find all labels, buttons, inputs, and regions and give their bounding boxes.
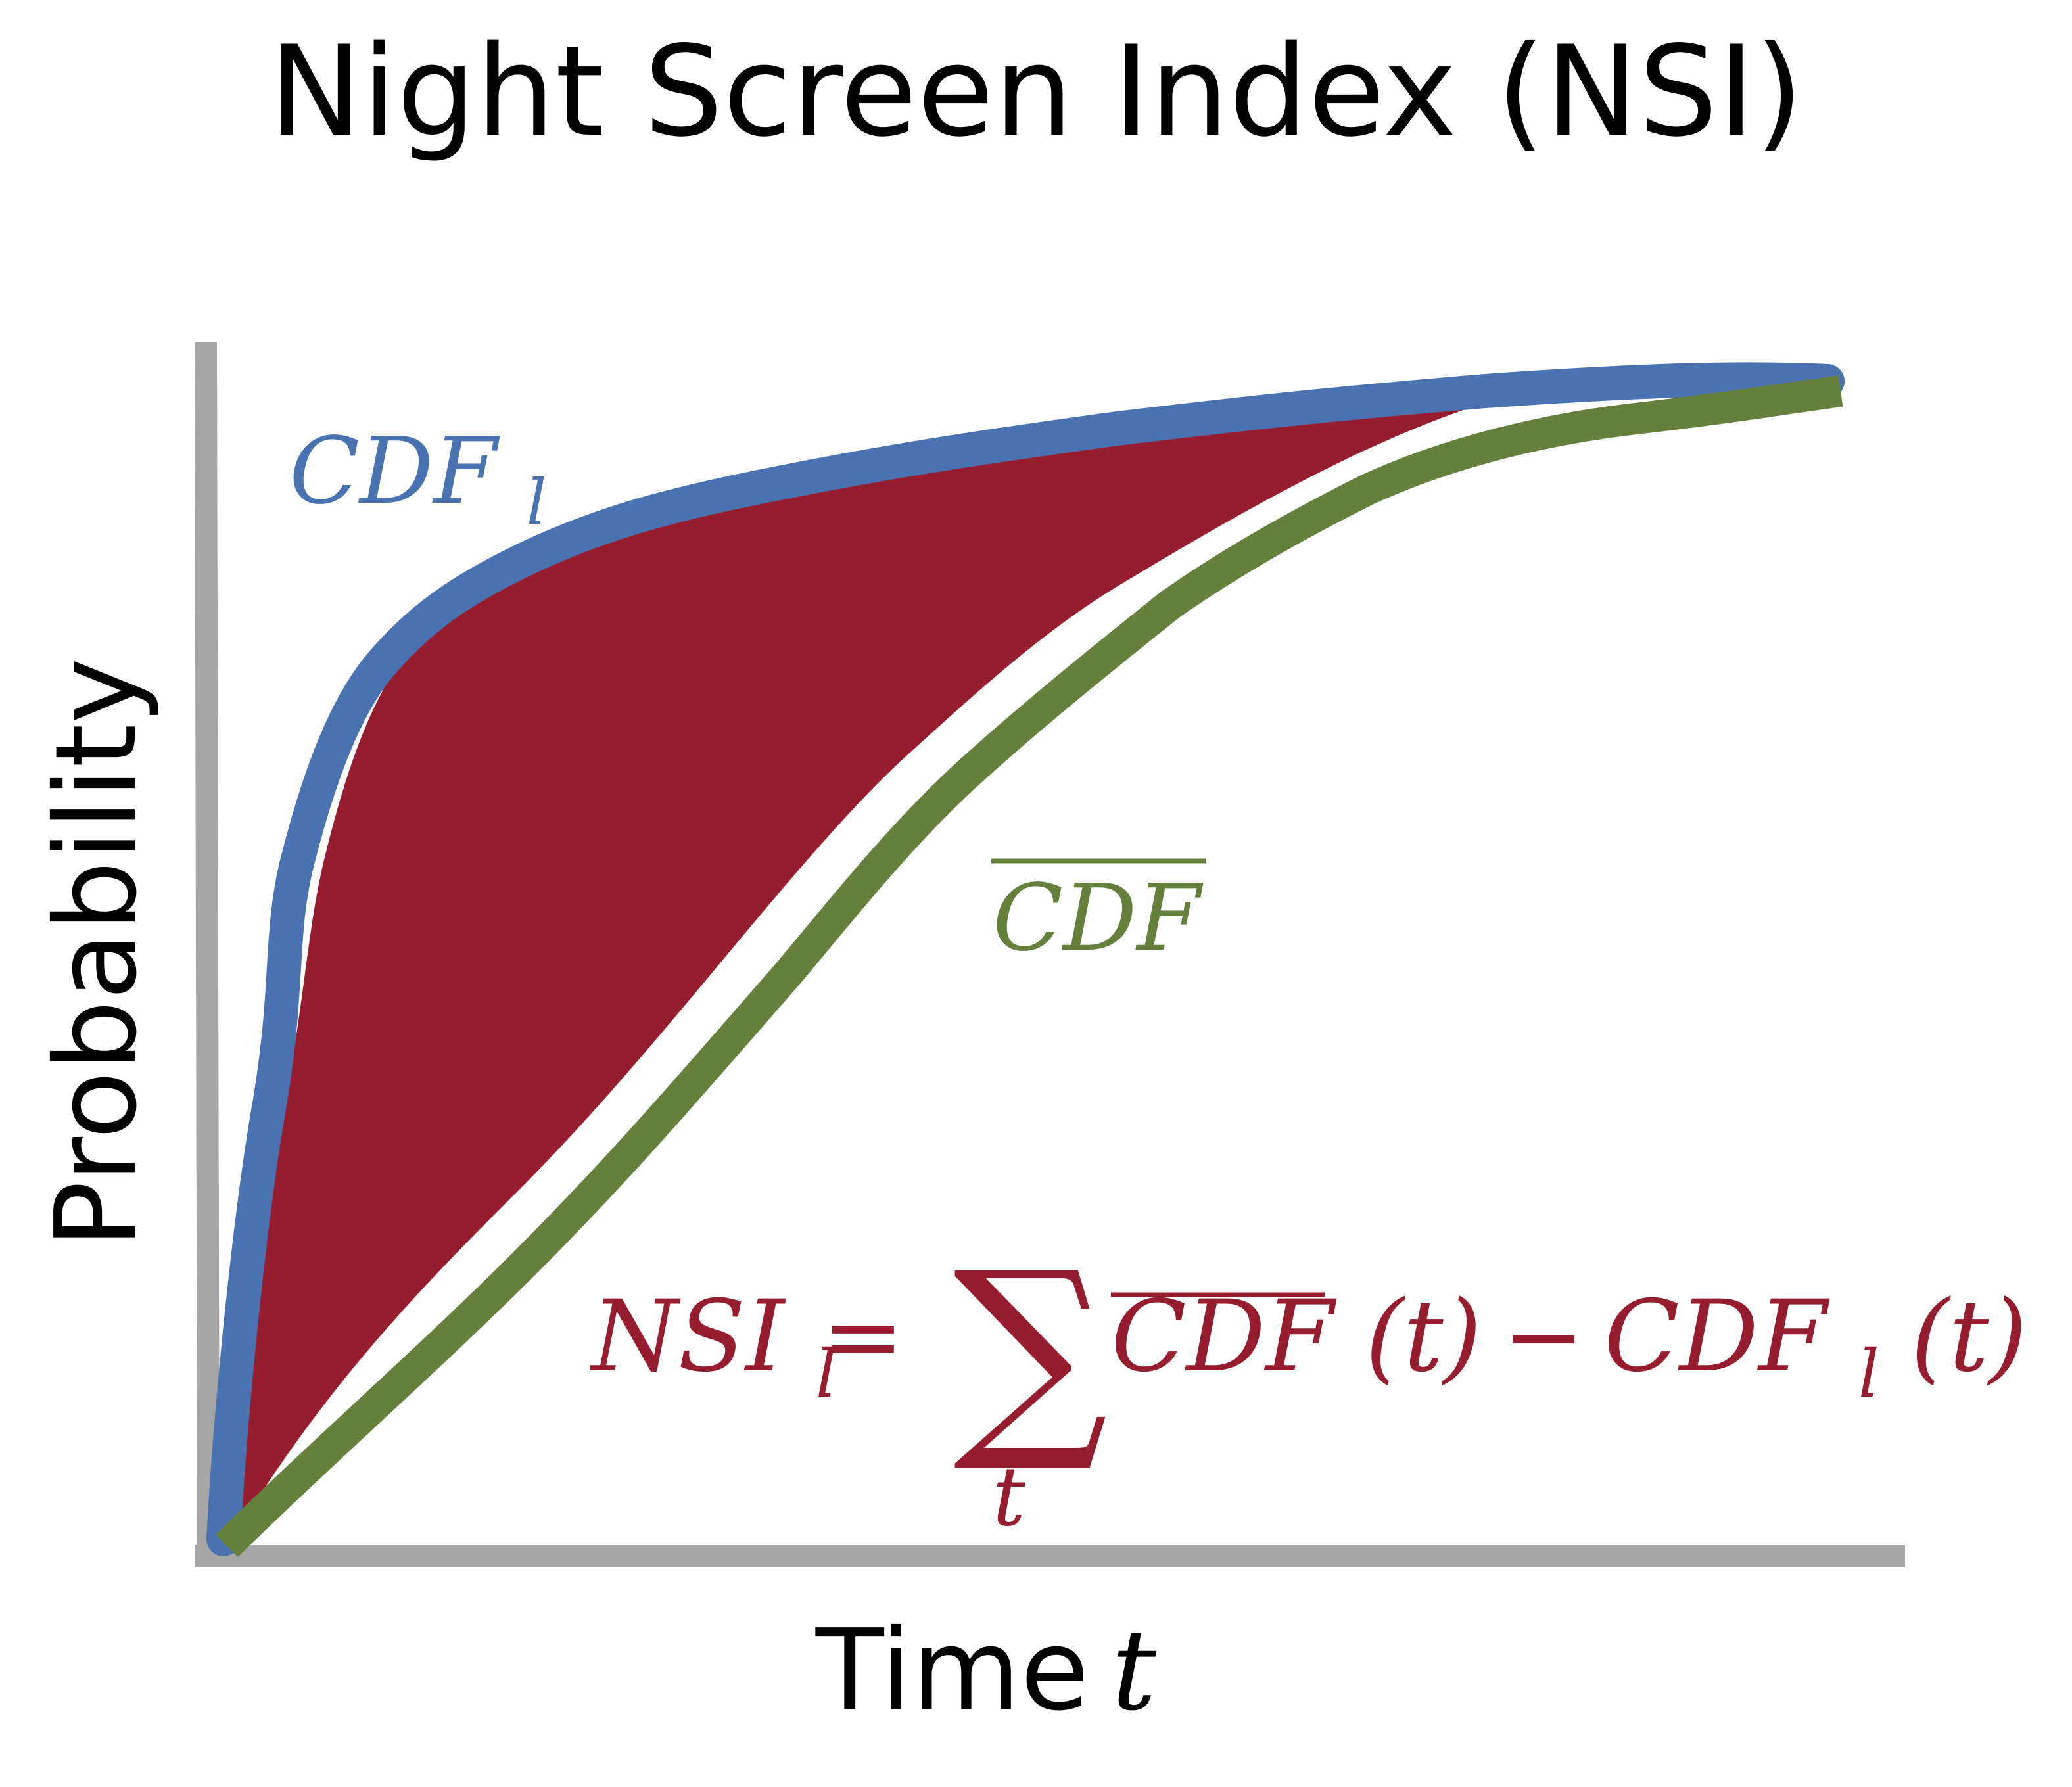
x-axis-label-text: Time	[815, 1606, 1089, 1736]
equation-sum-index: t	[993, 1449, 1026, 1544]
cdf-l-label-base: CDF	[289, 418, 500, 525]
equation-term1: CDF (t)	[1111, 1280, 1482, 1394]
equation-term1-base: CDF	[1111, 1280, 1337, 1394]
nsi-area	[232, 396, 1505, 1539]
equation-term2-subscript: l	[1858, 1335, 1879, 1412]
y-axis	[195, 341, 220, 1557]
equation-lhs: NSI l	[590, 1280, 837, 1412]
cdf-bar-curve	[216, 375, 1843, 1558]
equation-term2-base: CDF	[1604, 1280, 1830, 1394]
nsi-equation: NSI l = ∑ t CDF (t) − CDF l (t)	[590, 1225, 2027, 1544]
cdf-l-label: CDF l	[289, 418, 546, 539]
cdf-l-curve	[206, 362, 1845, 1556]
cdf-bar-label: CDF	[993, 865, 1204, 972]
equation-term2-arg: (t)	[1910, 1280, 2027, 1394]
equation-lhs-subscript: l	[816, 1335, 837, 1412]
x-axis-label-variable: t	[1112, 1606, 1157, 1736]
equation-term1-arg: (t)	[1365, 1280, 1482, 1394]
equation-minus: −	[1502, 1280, 1585, 1394]
y-axis-label: Probability	[32, 658, 162, 1249]
x-axis-label: Time t	[815, 1606, 1157, 1736]
equation-equals: =	[822, 1280, 905, 1394]
cdf-l-label-subscript: l	[527, 467, 546, 539]
equation-sum-symbol: ∑	[953, 1225, 1108, 1477]
figure-title: Night Screen Index (NSI)	[269, 19, 1804, 164]
equation-term2: CDF l (t)	[1604, 1280, 2027, 1420]
equation-lhs-base: NSI	[590, 1280, 786, 1394]
